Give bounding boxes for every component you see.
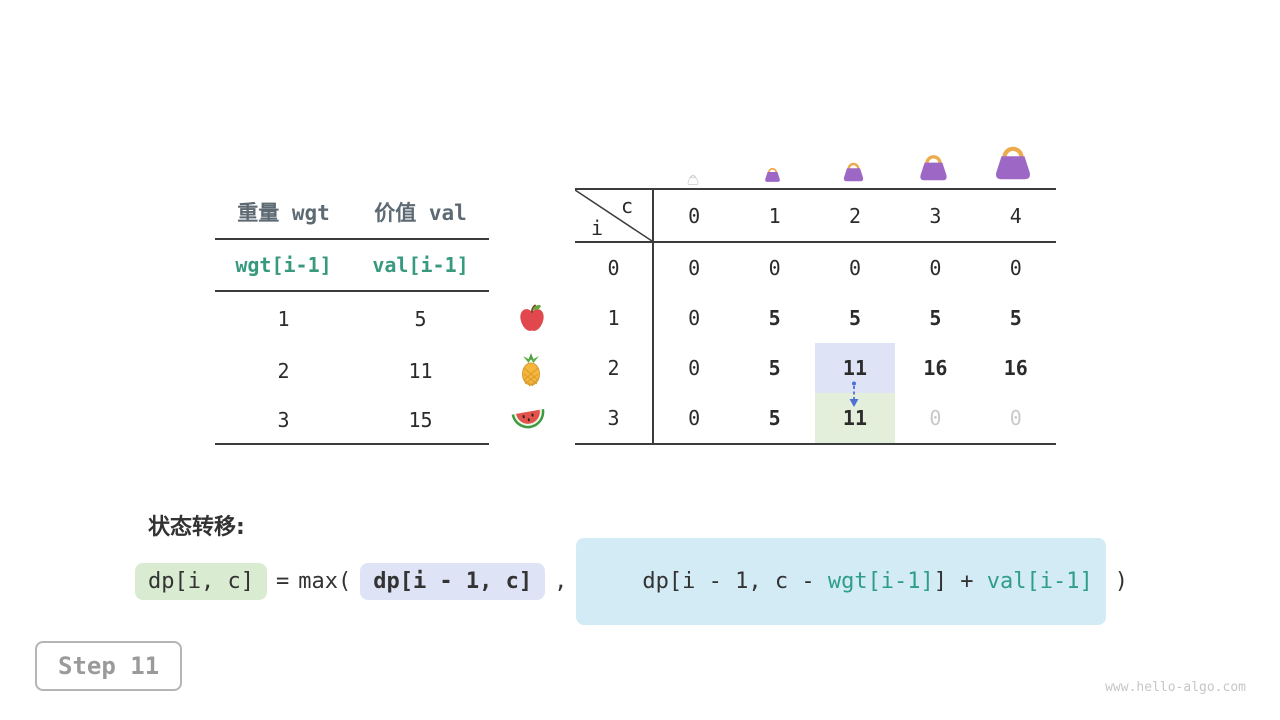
formula-max-open: max( — [298, 568, 352, 594]
value-column-header: 价值 val — [374, 201, 467, 225]
formula-equals: = — [275, 568, 290, 594]
empty-bag-icon — [686, 171, 700, 190]
dp-cell-1-0: 0 — [688, 306, 701, 330]
dp-cell-0-3: 0 — [929, 256, 942, 280]
dp-cell-2-3: 16 — [923, 356, 948, 380]
col-header-1: 1 — [734, 190, 815, 243]
item-axis-label: i — [591, 216, 604, 240]
row-header-1: 1 — [575, 293, 654, 343]
pineapple-icon — [515, 352, 547, 387]
bag-icon-capacity-1 — [762, 165, 783, 188]
bag-icon-capacity-4 — [989, 140, 1037, 188]
row-header-0: 0 — [575, 243, 654, 293]
weight-column-header: 重量 wgt — [237, 201, 330, 225]
bag-icon-capacity-3 — [915, 150, 952, 188]
col-header-3: 3 — [895, 190, 976, 243]
formula-arg2-wgt: wgt[i-1] — [827, 568, 934, 594]
dp-cell-2-1: 5 — [768, 356, 781, 380]
item-2-value: 11 — [408, 358, 433, 383]
dp-cell-3-0: 0 — [688, 406, 701, 430]
formula-arg2-chip: dp[i - 1, c - wgt[i-1]] + val[i-1] — [576, 537, 1106, 625]
item-row-1: 1 5 — [215, 292, 489, 345]
capacity-axis-label: c — [621, 194, 634, 218]
dp-cell-3-2-target-highlight: 11 — [814, 393, 896, 443]
dp-cell-0-1: 0 — [768, 256, 781, 280]
dp-cell-1-2: 5 — [848, 306, 861, 330]
apple-icon — [516, 302, 548, 336]
item-1-value: 5 — [414, 306, 427, 331]
dp-cell-0-0: 0 — [688, 256, 701, 280]
dp-table: c i 0 1 2 3 4 0 0 0 0 0 0 1 0 5 5 5 5 2 … — [575, 188, 1056, 445]
corner-diagonal-line — [575, 190, 652, 241]
formula-arg1-chip: dp[i - 1, c] — [360, 562, 546, 600]
val-index-label: val[i-1] — [372, 253, 469, 277]
formula-arg2-val: val[i-1] — [986, 568, 1093, 594]
formula-close-paren: ) — [1114, 568, 1128, 594]
dp-cell-1-4: 5 — [1009, 306, 1022, 330]
dp-cell-1-3: 5 — [929, 306, 942, 330]
item-row-2: 2 11 — [215, 345, 489, 396]
items-table-index-row: wgt[i-1] val[i-1] — [215, 240, 489, 292]
dp-cell-3-4: 0 — [1009, 406, 1022, 430]
item-1-weight: 1 — [277, 306, 290, 331]
items-table-header-row: 重量 wgt 价值 val — [215, 186, 489, 240]
watermelon-icon — [509, 404, 546, 443]
dp-cell-1-1: 5 — [768, 306, 781, 330]
item-3-value: 15 — [408, 407, 433, 432]
col-header-4: 4 — [975, 190, 1056, 243]
formula-comma: , — [554, 568, 568, 594]
watermark: www.hello-algo.com — [1105, 680, 1246, 695]
row-header-2: 2 — [575, 343, 654, 393]
state-transition-formula: dp[i, c] = max( dp[i - 1, c] , dp[i - 1,… — [135, 537, 1137, 625]
item-row-3: 3 15 — [215, 396, 489, 445]
formula-arg2-prefix: dp[i - 1, c - — [642, 568, 828, 594]
transition-arrow-icon — [849, 381, 859, 407]
items-table: 重量 wgt 价值 val wgt[i-1] val[i-1] 1 5 2 11… — [215, 186, 489, 445]
item-2-weight: 2 — [277, 358, 290, 383]
dp-cell-2-0: 0 — [688, 356, 701, 380]
dp-cell-0-2: 0 — [848, 256, 861, 280]
dp-cell-3-3: 0 — [929, 406, 942, 430]
item-3-weight: 3 — [277, 407, 290, 432]
wgt-index-label: wgt[i-1] — [235, 253, 332, 277]
col-header-0: 0 — [654, 190, 735, 243]
formula-arg2-infix: ] + — [933, 568, 987, 594]
dp-cell-0-4: 0 — [1009, 256, 1022, 280]
col-header-2: 2 — [814, 190, 896, 243]
dp-table-corner-cell: c i — [575, 190, 654, 243]
step-badge: Step 11 — [35, 641, 183, 691]
dp-cell-2-4: 16 — [1003, 356, 1028, 380]
row-header-3: 3 — [575, 393, 654, 443]
dp-cell-3-1: 5 — [768, 406, 781, 430]
bag-icon-capacity-2 — [840, 159, 867, 188]
state-transition-label: 状态转移: — [148, 515, 245, 540]
formula-lhs-chip: dp[i, c] — [135, 562, 267, 600]
